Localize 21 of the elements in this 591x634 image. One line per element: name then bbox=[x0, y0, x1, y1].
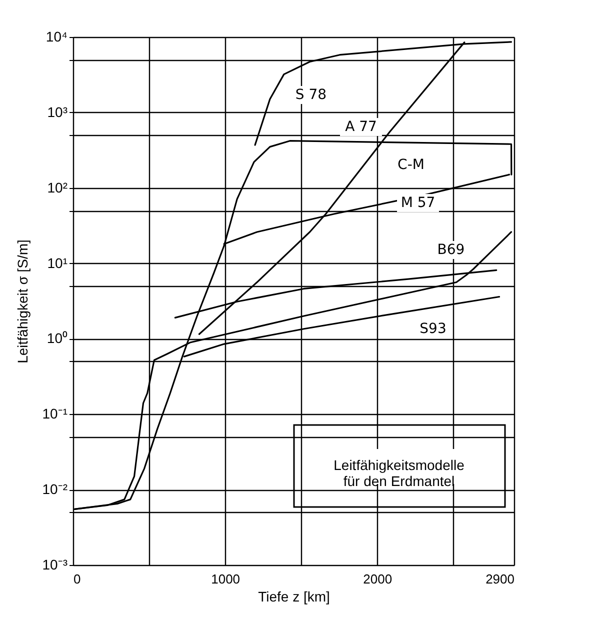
x-axis-title: Tiefe z [km] bbox=[258, 588, 330, 604]
x-tick-label: 2000 bbox=[363, 572, 392, 586]
annotation: M 57 bbox=[400, 195, 436, 211]
annotation: B69 bbox=[437, 242, 465, 258]
x-tick-label: 1000 bbox=[211, 572, 240, 586]
y-tick-label: 10⁻¹ bbox=[42, 406, 68, 422]
annotation: C-M bbox=[398, 157, 424, 173]
y-tick-label: 10⁴ bbox=[46, 28, 68, 44]
annotation: S93 bbox=[420, 321, 446, 337]
annotation: S 78 bbox=[295, 87, 327, 103]
y-tick-label: 10⁰ bbox=[46, 330, 68, 346]
annotation: A 77 bbox=[345, 119, 377, 135]
x-tick-label: 2900 bbox=[486, 572, 514, 586]
y-tick-label: 10² bbox=[47, 179, 68, 196]
y-axis-title: Leitfähigkeit σ [S/m] bbox=[14, 240, 30, 364]
annotation: Leitfähigkeitsmodelle für den Erdmantel bbox=[334, 457, 465, 489]
y-tick-label: 10¹ bbox=[47, 254, 68, 271]
y-tick-label: 10⁻² bbox=[42, 481, 68, 498]
x-tick-label: 0 bbox=[74, 572, 81, 586]
y-tick-label: 10⁻³ bbox=[42, 556, 68, 572]
y-tick-label: 10³ bbox=[47, 104, 68, 120]
